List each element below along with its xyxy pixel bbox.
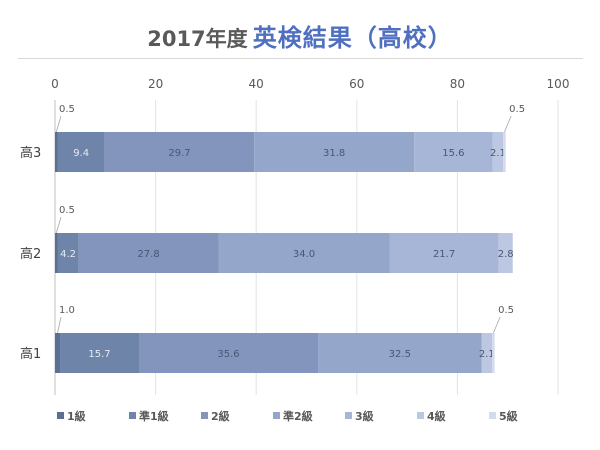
legend-swatch — [345, 412, 352, 419]
bar-segment — [318, 333, 482, 373]
x-tick-label: 20 — [148, 77, 163, 91]
leader-line — [57, 316, 62, 334]
data-label: 2.1 — [479, 349, 495, 360]
data-label: 21.7 — [433, 249, 455, 260]
legend-swatch — [417, 412, 424, 419]
bar-segment — [218, 233, 390, 273]
bar-segment — [254, 132, 415, 172]
bar-segment — [60, 333, 140, 373]
data-label: 2.1 — [490, 148, 506, 159]
data-label: 31.8 — [323, 148, 345, 159]
legend-label: 5級 — [499, 409, 518, 423]
x-tick-label: 80 — [450, 77, 465, 91]
chart-title-main: 英検結果（高校） — [252, 24, 453, 52]
data-label: 0.5 — [59, 205, 75, 216]
legend-swatch — [57, 412, 64, 419]
legend-swatch — [273, 412, 280, 419]
bar-segment — [55, 233, 58, 273]
legend-label: 準2級 — [283, 409, 313, 423]
data-label: 4.2 — [60, 249, 76, 260]
bar-segment — [55, 333, 61, 373]
leader-line — [492, 316, 501, 334]
bar-segment — [104, 132, 255, 172]
legend-swatch — [489, 412, 496, 419]
bar-segment — [498, 233, 513, 273]
legend-label: 3級 — [355, 409, 374, 423]
legend-swatch — [201, 412, 208, 419]
category-label: 高1 — [20, 346, 41, 362]
leader-line — [55, 115, 62, 133]
bar-segment — [139, 333, 319, 373]
data-label: 0.5 — [509, 104, 525, 115]
x-tick-label: 100 — [547, 77, 570, 91]
chart-title: 2017年度 英検結果（高校） — [0, 18, 600, 53]
data-label: 35.6 — [217, 349, 239, 360]
bar-segment — [78, 233, 219, 273]
legend-label: 準1級 — [139, 409, 169, 423]
data-label: 15.6 — [442, 148, 464, 159]
category-label: 高3 — [20, 145, 41, 161]
bar-segment — [492, 333, 495, 373]
bar-segment — [57, 132, 105, 172]
data-label: 15.7 — [88, 349, 110, 360]
bar-segment — [55, 132, 58, 172]
bar-segment — [492, 132, 504, 172]
data-label: 0.5 — [498, 305, 514, 316]
x-tick-label: 60 — [349, 77, 364, 91]
bar-segment — [57, 233, 79, 273]
data-label: 29.7 — [168, 148, 190, 159]
leader-line — [504, 115, 512, 133]
data-label: 9.4 — [73, 148, 89, 159]
chart-title-year: 2017年度 — [147, 27, 248, 51]
legend-label: 4級 — [427, 409, 446, 423]
bar-segment — [503, 132, 506, 172]
legend-swatch — [129, 412, 136, 419]
bar-segment — [414, 132, 493, 172]
x-tick-label: 40 — [249, 77, 264, 91]
data-label: 0.5 — [59, 104, 75, 115]
data-label: 34.0 — [293, 249, 315, 260]
data-label: 32.5 — [389, 349, 411, 360]
data-label: 27.8 — [137, 249, 159, 260]
legend-label: 1級 — [67, 409, 86, 423]
bar-segment — [389, 233, 499, 273]
data-label: 1.0 — [59, 305, 75, 316]
category-label: 高2 — [20, 246, 41, 262]
title-divider — [18, 58, 583, 59]
data-label: 2.8 — [498, 249, 514, 260]
x-tick-label: 0 — [51, 77, 59, 91]
leader-line — [55, 216, 62, 234]
legend-label: 2級 — [211, 409, 230, 423]
bar-segment — [481, 333, 493, 373]
